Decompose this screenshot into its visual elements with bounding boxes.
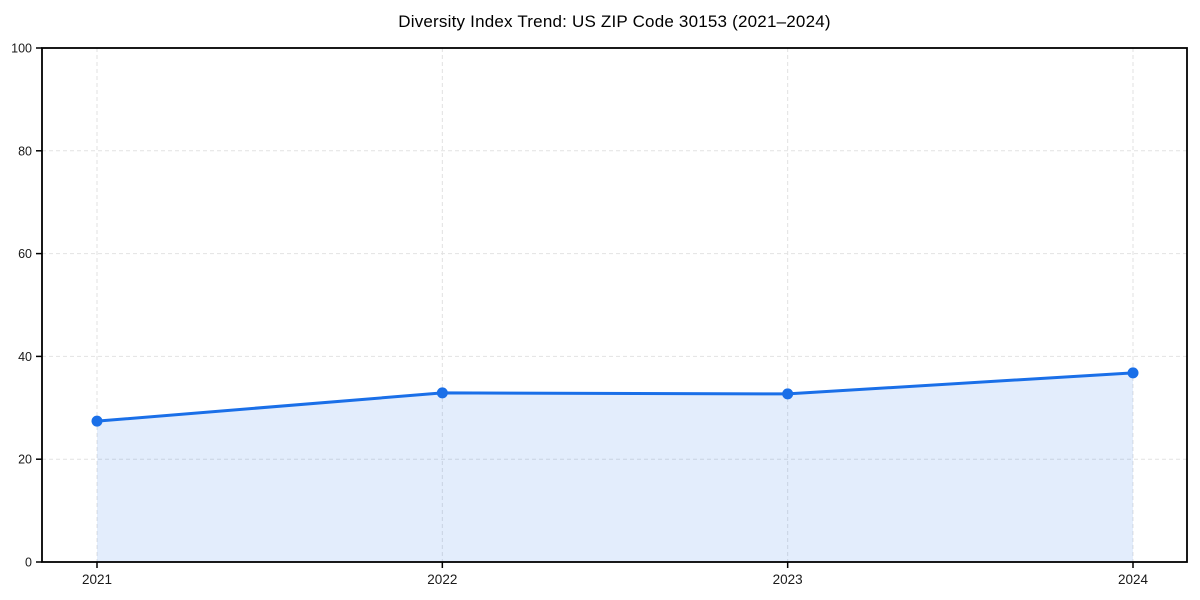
data-point-2022 — [436, 387, 448, 399]
y-axis-tick-label: 20 — [18, 453, 32, 467]
plot-border — [41, 47, 1188, 563]
x-axis-tick-label: 2021 — [82, 572, 112, 587]
area-fill — [97, 372, 1133, 562]
trend-line — [95, 371, 1135, 423]
x-axis-tick-label: 2024 — [1118, 572, 1149, 587]
data-point-2021 — [91, 415, 103, 427]
x-axis-tick-label: 2022 — [427, 572, 457, 587]
y-axis-tick-label: 40 — [18, 350, 32, 364]
y-axis-tick-label: 0 — [25, 556, 32, 570]
chart-title: Diversity Index Trend: US ZIP Code 30153… — [398, 12, 831, 31]
y-axis-tick-label: 60 — [18, 247, 32, 261]
data-point-2024 — [1127, 367, 1139, 379]
y-axis-tick-label: 100 — [11, 42, 32, 56]
data-point-2023 — [782, 388, 794, 400]
y-axis-tick-label: 80 — [18, 144, 32, 158]
x-axis-tick-label: 2023 — [773, 572, 803, 587]
